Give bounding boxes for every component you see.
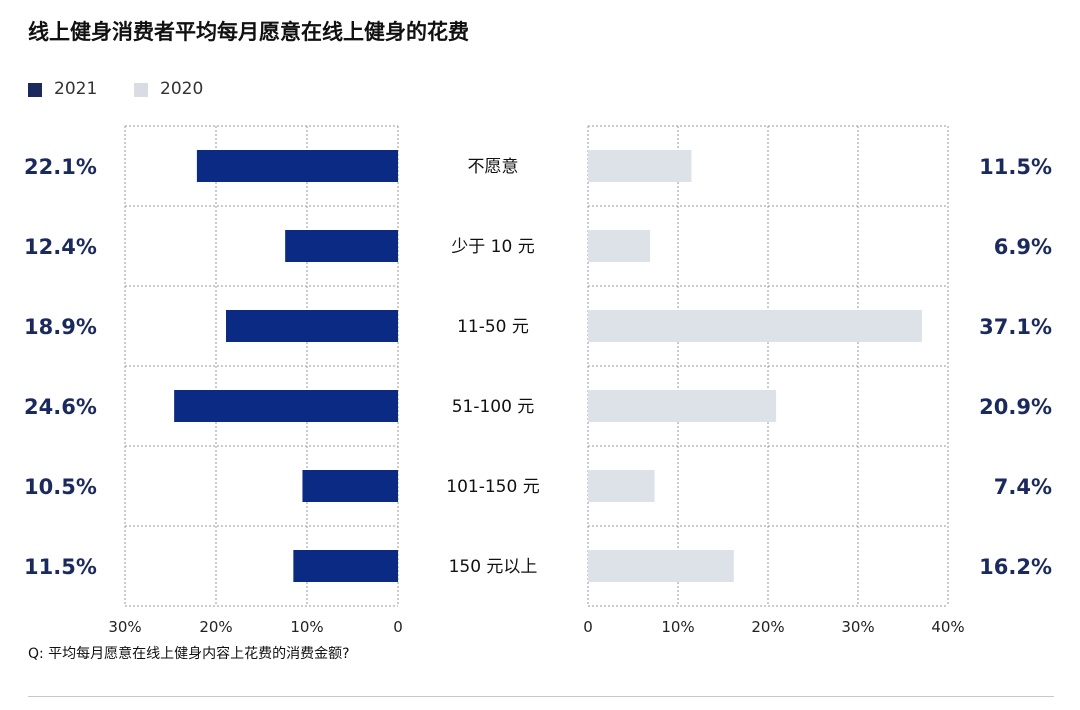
data-label-2021: 22.1% xyxy=(24,155,97,179)
data-label-2021: 11.5% xyxy=(24,555,97,579)
data-label-2021: 18.9% xyxy=(24,315,97,339)
data-label-2020: 37.1% xyxy=(979,315,1052,339)
tick-label-right: 20% xyxy=(751,618,784,636)
legend-swatch-2020 xyxy=(134,83,148,97)
legend-label-2020: 2020 xyxy=(160,79,204,99)
category-label: 51-100 元 xyxy=(452,397,535,417)
legend-swatch-2021 xyxy=(28,83,42,97)
chart-title: 线上健身消费者平均每月愿意在线上健身的花费 xyxy=(28,20,469,44)
data-label-2020: 20.9% xyxy=(979,395,1052,419)
data-label-2021: 12.4% xyxy=(24,235,97,259)
tick-label-right: 0 xyxy=(583,618,593,636)
butterfly-bar-chart: 不愿意 22.1% 11.5% 少于 10 元 12.4% 6.9% 11-50 元 18.9… xyxy=(24,125,1052,636)
tick-label-right: 10% xyxy=(661,618,694,636)
bar-2020 xyxy=(588,150,692,182)
data-label-2020: 6.9% xyxy=(994,235,1052,259)
survey-question: Q: 平均每月愿意在线上健身内容上花费的消费金额? xyxy=(28,646,350,662)
bar-2021 xyxy=(226,310,398,342)
bar-2021 xyxy=(174,390,398,422)
tick-label-right: 40% xyxy=(931,618,964,636)
data-label-2020: 16.2% xyxy=(979,555,1052,579)
bar-2020 xyxy=(588,310,922,342)
tick-label-left: 0 xyxy=(393,618,403,636)
bar-2020 xyxy=(588,230,651,262)
footer-divider xyxy=(28,696,1054,697)
category-label: 少于 10 元 xyxy=(451,237,534,257)
bar-2020 xyxy=(588,470,655,502)
data-label-2021: 10.5% xyxy=(24,475,97,499)
category-label: 不愿意 xyxy=(468,157,519,177)
bar-2021 xyxy=(302,470,398,502)
tick-label-right: 30% xyxy=(841,618,874,636)
tick-label-left: 20% xyxy=(199,618,232,636)
category-label: 150 元以上 xyxy=(449,557,538,577)
data-label-2021: 24.6% xyxy=(24,395,97,419)
bar-2021 xyxy=(196,150,398,182)
bar-2021 xyxy=(293,550,398,582)
category-label: 11-50 元 xyxy=(457,317,529,337)
tick-label-left: 30% xyxy=(108,618,141,636)
legend-label-2021: 2021 xyxy=(54,79,98,99)
tick-label-left: 10% xyxy=(290,618,323,636)
category-label: 101-150 元 xyxy=(446,477,539,497)
data-label-2020: 7.4% xyxy=(994,475,1052,499)
bar-2021 xyxy=(285,230,398,262)
bar-2020 xyxy=(588,550,734,582)
bar-2020 xyxy=(588,390,777,422)
data-label-2020: 11.5% xyxy=(979,155,1052,179)
